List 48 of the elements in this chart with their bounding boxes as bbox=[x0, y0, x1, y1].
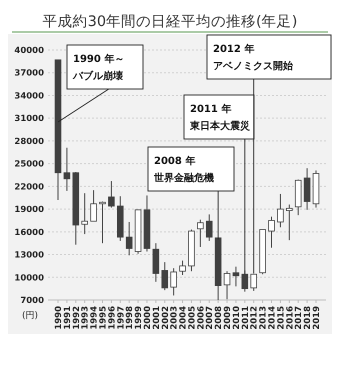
chart-title: 平成約30年間の日経平均の推移(年足) bbox=[42, 13, 298, 30]
y-tick-label: 19000 bbox=[14, 205, 44, 216]
x-tick-label: 2007 bbox=[205, 306, 216, 330]
x-tick-label: 2019 bbox=[312, 306, 322, 330]
x-tick-label: 2013 bbox=[258, 306, 269, 330]
x-tick-label: 2004 bbox=[178, 306, 189, 330]
x-tick-label: 1991 bbox=[62, 306, 73, 330]
y-tick-label: 34000 bbox=[14, 91, 44, 102]
x-tick-label: 2002 bbox=[160, 306, 171, 330]
x-tick-label: 2010 bbox=[232, 306, 242, 330]
x-tick-label: 1994 bbox=[90, 306, 100, 330]
x-tick-label: 1992 bbox=[72, 306, 82, 330]
y-axis-title: (円) bbox=[22, 311, 38, 321]
x-tick-label: 1997 bbox=[116, 306, 126, 330]
x-tick-label: 2016 bbox=[285, 306, 296, 330]
y-tick-label: 40000 bbox=[14, 46, 44, 56]
y-tick-label: 16000 bbox=[14, 228, 44, 238]
y-tick-label: 13000 bbox=[14, 250, 44, 261]
x-tick-label: 1998 bbox=[125, 306, 136, 330]
y-tick-label: 10000 bbox=[14, 273, 44, 284]
y-tick-label: 28000 bbox=[14, 136, 44, 147]
x-tick-label: 2006 bbox=[196, 306, 206, 330]
x-tick-label: 1993 bbox=[80, 306, 91, 330]
x-tick-label: 2000 bbox=[142, 306, 153, 330]
annotation: 2012 年アベノミクス開始 bbox=[213, 43, 294, 72]
annotation: 2011 年東日本大震災 bbox=[189, 103, 250, 132]
x-tick-label: 2018 bbox=[303, 306, 314, 330]
annotation: 2008 年世界金融危機 bbox=[153, 155, 214, 184]
x-tick-label: 2001 bbox=[152, 306, 162, 330]
x-tick-label: 2005 bbox=[187, 306, 198, 330]
x-tick-label: 2008 bbox=[214, 306, 224, 330]
x-tick-label: 1990 bbox=[54, 306, 64, 330]
x-tick-label: 2003 bbox=[170, 306, 180, 330]
x-tick-label: 2017 bbox=[294, 306, 304, 330]
y-tick-label: 7000 bbox=[20, 296, 44, 306]
y-tick-label: 37000 bbox=[14, 68, 44, 79]
x-tick-label: 2014 bbox=[268, 306, 278, 330]
x-tick-label: 2012 bbox=[250, 306, 260, 330]
x-tick-label: 1996 bbox=[107, 306, 118, 330]
x-tick-label: 1995 bbox=[98, 306, 108, 330]
y-tick-label: 25000 bbox=[14, 160, 44, 170]
annotation: 1990 年～バブル崩壊 bbox=[72, 53, 124, 82]
x-tick-label: 2015 bbox=[276, 306, 286, 330]
y-tick-label: 22000 bbox=[14, 182, 44, 192]
x-tick-label: 1999 bbox=[134, 306, 144, 330]
y-tick-label: 31000 bbox=[14, 114, 44, 124]
x-tick-label: 2009 bbox=[223, 306, 234, 330]
x-tick-label: 2011 bbox=[240, 306, 251, 330]
